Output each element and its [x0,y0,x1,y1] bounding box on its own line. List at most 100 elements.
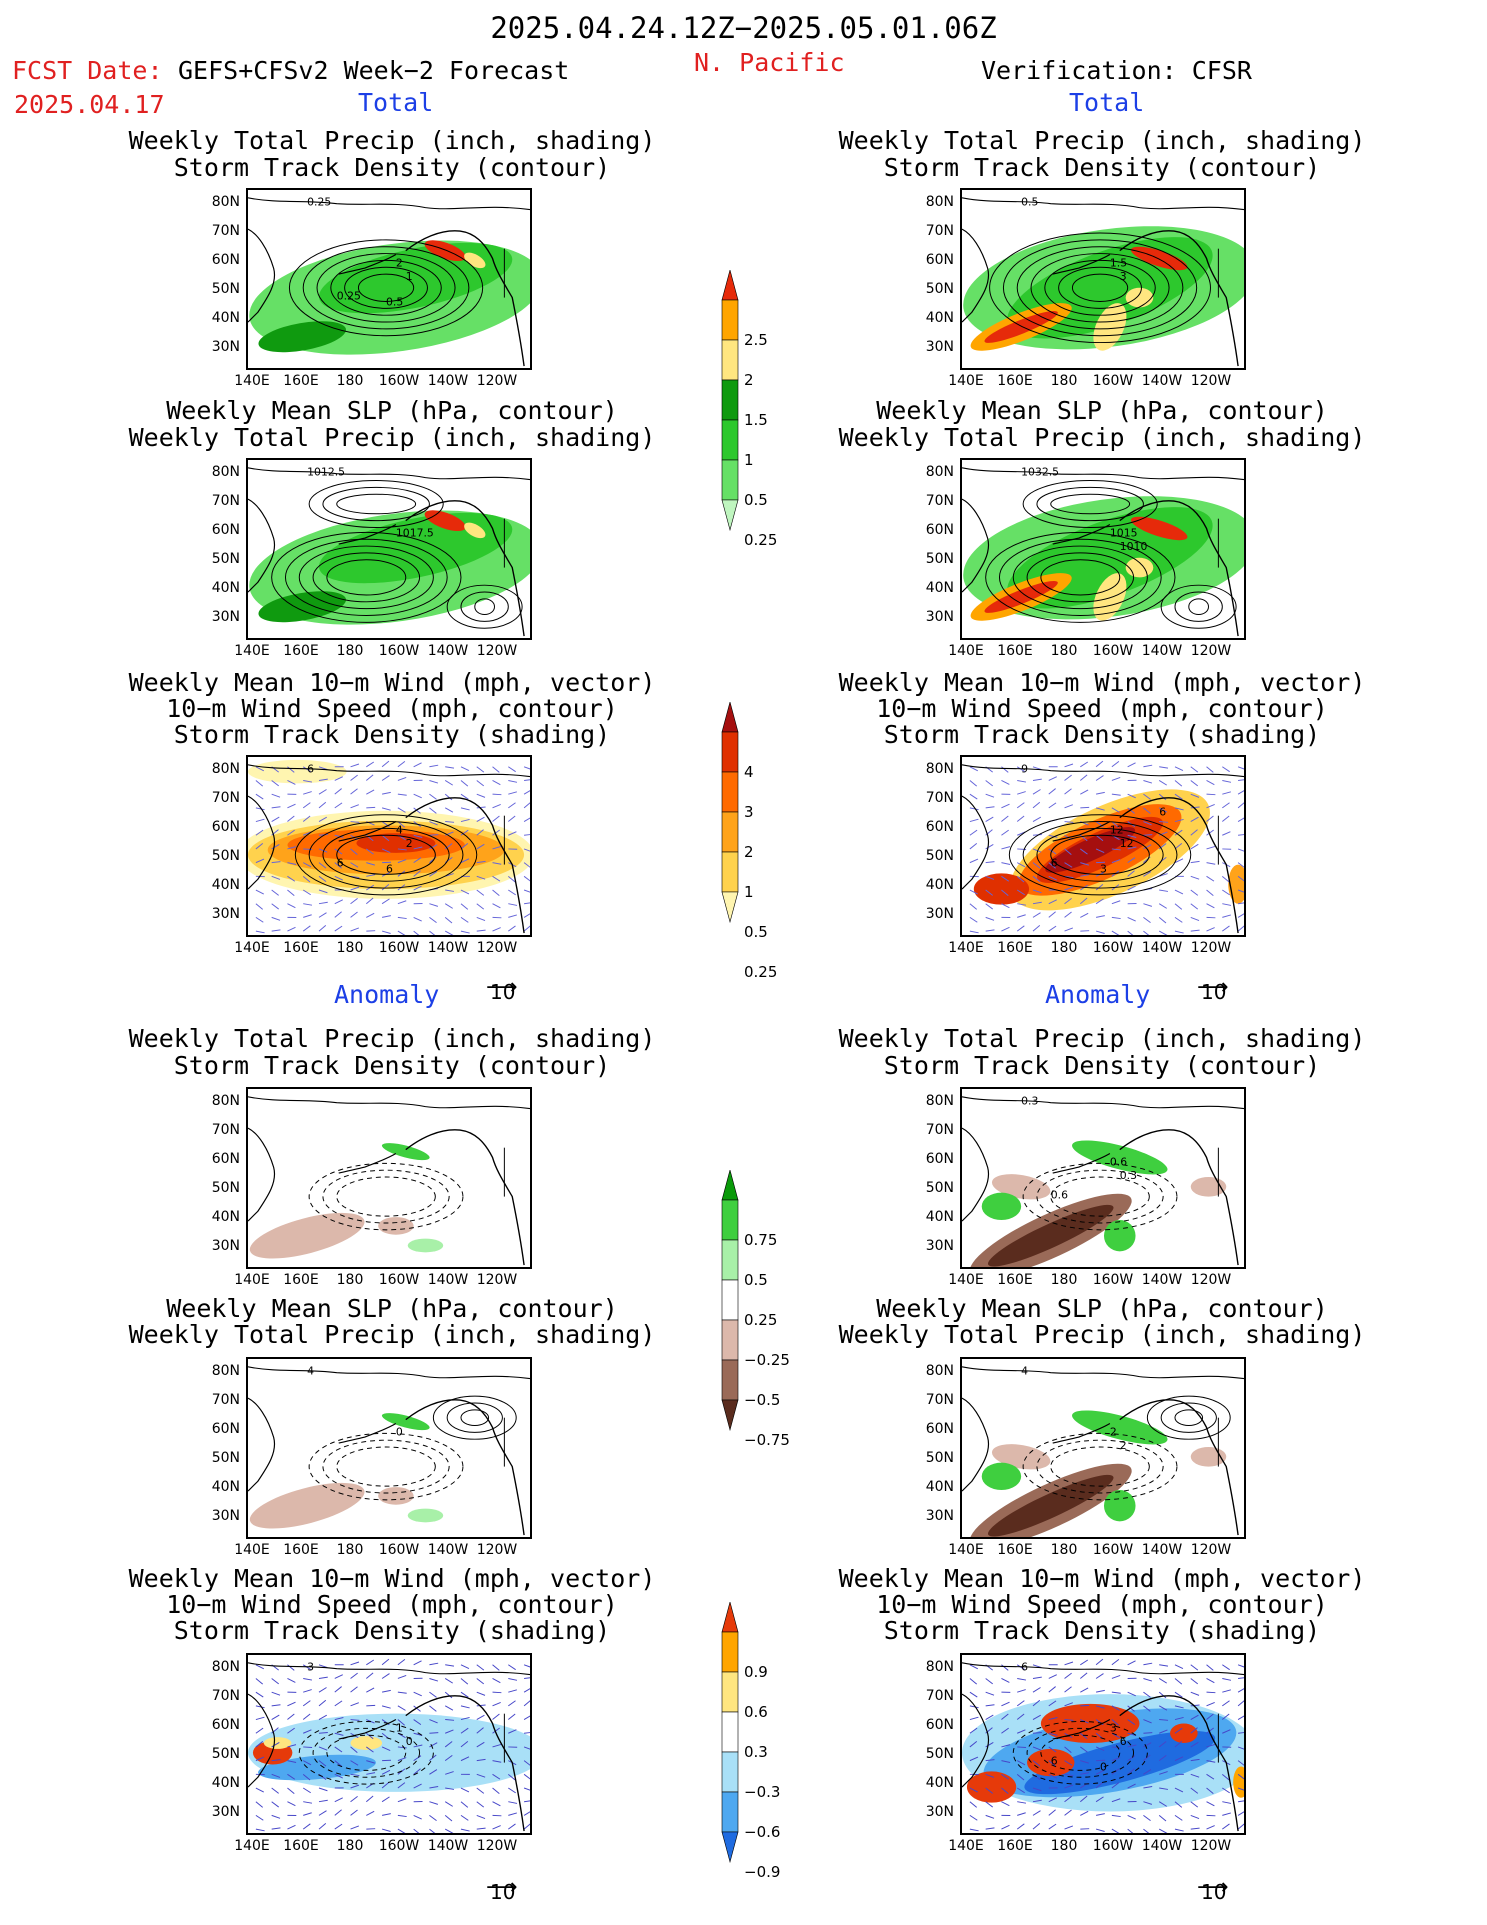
wind-vector [1001,889,1009,897]
wind-vector [1111,761,1120,768]
wind-vector [1048,1773,1057,1779]
contour-line [326,559,407,596]
wind-vector [1001,1664,1009,1671]
wind-vector [1190,1801,1199,1808]
wind-vector [508,889,516,896]
wind-vector [271,875,281,880]
wind-vector [1064,1702,1073,1707]
wind-vector [334,802,343,809]
wind-vector [350,774,358,781]
wind-vector [1190,780,1199,787]
colorbar-cap-top [721,1602,739,1633]
contour-label-p6l: 1 [396,1721,403,1734]
contour-line [312,552,421,603]
wind-vector [429,1828,436,1833]
wind-vector [1143,1801,1153,1805]
contour-label-p2r: 1032.5 [1021,466,1059,479]
wind-vector [1221,815,1230,822]
wind-vector [413,807,421,814]
contour-line [1188,598,1209,616]
wind-vector [523,766,530,770]
map-svg: 0.25 21 0.25 0.5 [248,196,530,367]
wind-vector [1064,1672,1072,1679]
wind-vector [1048,834,1058,838]
wind-vector [508,925,516,932]
wind-vector [1127,1768,1135,1775]
p2r-title-2: Weekly Total Precip (inch, shading) [838,423,1366,452]
lon-tick-label: 180 [336,373,364,389]
wind-vector [969,1741,978,1748]
wind-vector [397,1719,405,1726]
p3l-title-1: Weekly Mean 10−m Wind (mph, vector) [128,668,656,697]
wind-vector [523,802,530,809]
arctic-coastline [248,1662,530,1676]
wind-vector [1158,1815,1167,1822]
wind-vector [1016,862,1026,868]
wind-vector [1016,1773,1025,1781]
wind-vector [334,911,342,918]
wind-vector [381,834,390,842]
wind-vector [476,806,486,809]
lon-tick-label: 120W [1190,1272,1232,1288]
lon-tick-label: 120W [476,1838,518,1854]
wind-vector [429,1678,439,1682]
wind-vector [1159,766,1169,769]
wind-vector [445,1729,454,1734]
wind-vector [492,862,502,865]
wind-vector [397,1746,407,1749]
wind-vector [444,780,454,786]
colorbar-label: −0.3 [744,1783,781,1801]
wind-vector [1048,848,1057,855]
colorbar-segment [721,1199,739,1241]
wind-vector [969,829,978,836]
arctic-coastline [962,467,1244,481]
wind-vector [1095,1689,1105,1693]
wind-vector [334,848,343,855]
lon-tick-label: 120W [476,1542,518,1558]
wind-vector [1206,1743,1216,1748]
wind-vector [1080,1672,1088,1679]
wind-vector [969,1727,978,1734]
wind-vector [255,1801,264,1808]
wind-vector [350,897,358,905]
wind-vector [1064,1795,1072,1803]
wind-vector [1143,1815,1151,1822]
wind-vector [1206,903,1215,909]
wind-vector [350,862,359,868]
wind-vector [1222,1812,1231,1816]
contour-label-p1l: 0.25 [337,290,361,303]
wind-vector [255,843,264,850]
wind-vector [1064,927,1074,932]
contour-label-p5l: 4 [307,1365,314,1378]
wind-vector [255,1741,264,1748]
arctic-coastline [248,764,530,778]
p2r-title-1: Weekly Mean SLP (hPa, contour) [876,396,1328,425]
contour-line [322,827,450,882]
wind-vector [302,1713,311,1720]
wind-vector [1174,1705,1184,1709]
date-range-title: 2025.04.24.12Z−2025.05.01.06Z [490,11,997,45]
contour-line [1012,545,1148,610]
lon-tick-label: 160W [1092,1838,1134,1854]
lon-tick-label: 140W [427,373,469,389]
lat-tick-label: 60N [925,1717,954,1733]
wind-vector [460,1691,469,1698]
wind-vector [1064,886,1074,891]
wind-vector [334,875,343,881]
wind-vector [1048,776,1057,781]
wind-vector [287,889,295,897]
contour-line [1160,584,1237,629]
wind-vector [523,862,530,868]
wind-vector [381,898,390,905]
wind-vector [444,1815,453,1822]
wind-vector [476,816,485,822]
p5l-title-1: Weekly Mean SLP (hPa, contour) [166,1294,618,1323]
section-anomaly-left: Anomaly [334,980,440,1009]
wind-vector [476,766,485,773]
p4r-title-1: Weekly Total Precip (inch, shading) [838,1024,1366,1053]
wind-vector [287,1773,296,1780]
wind-vector [507,815,516,822]
p3r-title-2: 10−m Wind Speed (mph, contour) [876,694,1328,723]
wind-vector [492,1678,501,1684]
contour-label-p4r: 0.3 [1021,1095,1038,1108]
